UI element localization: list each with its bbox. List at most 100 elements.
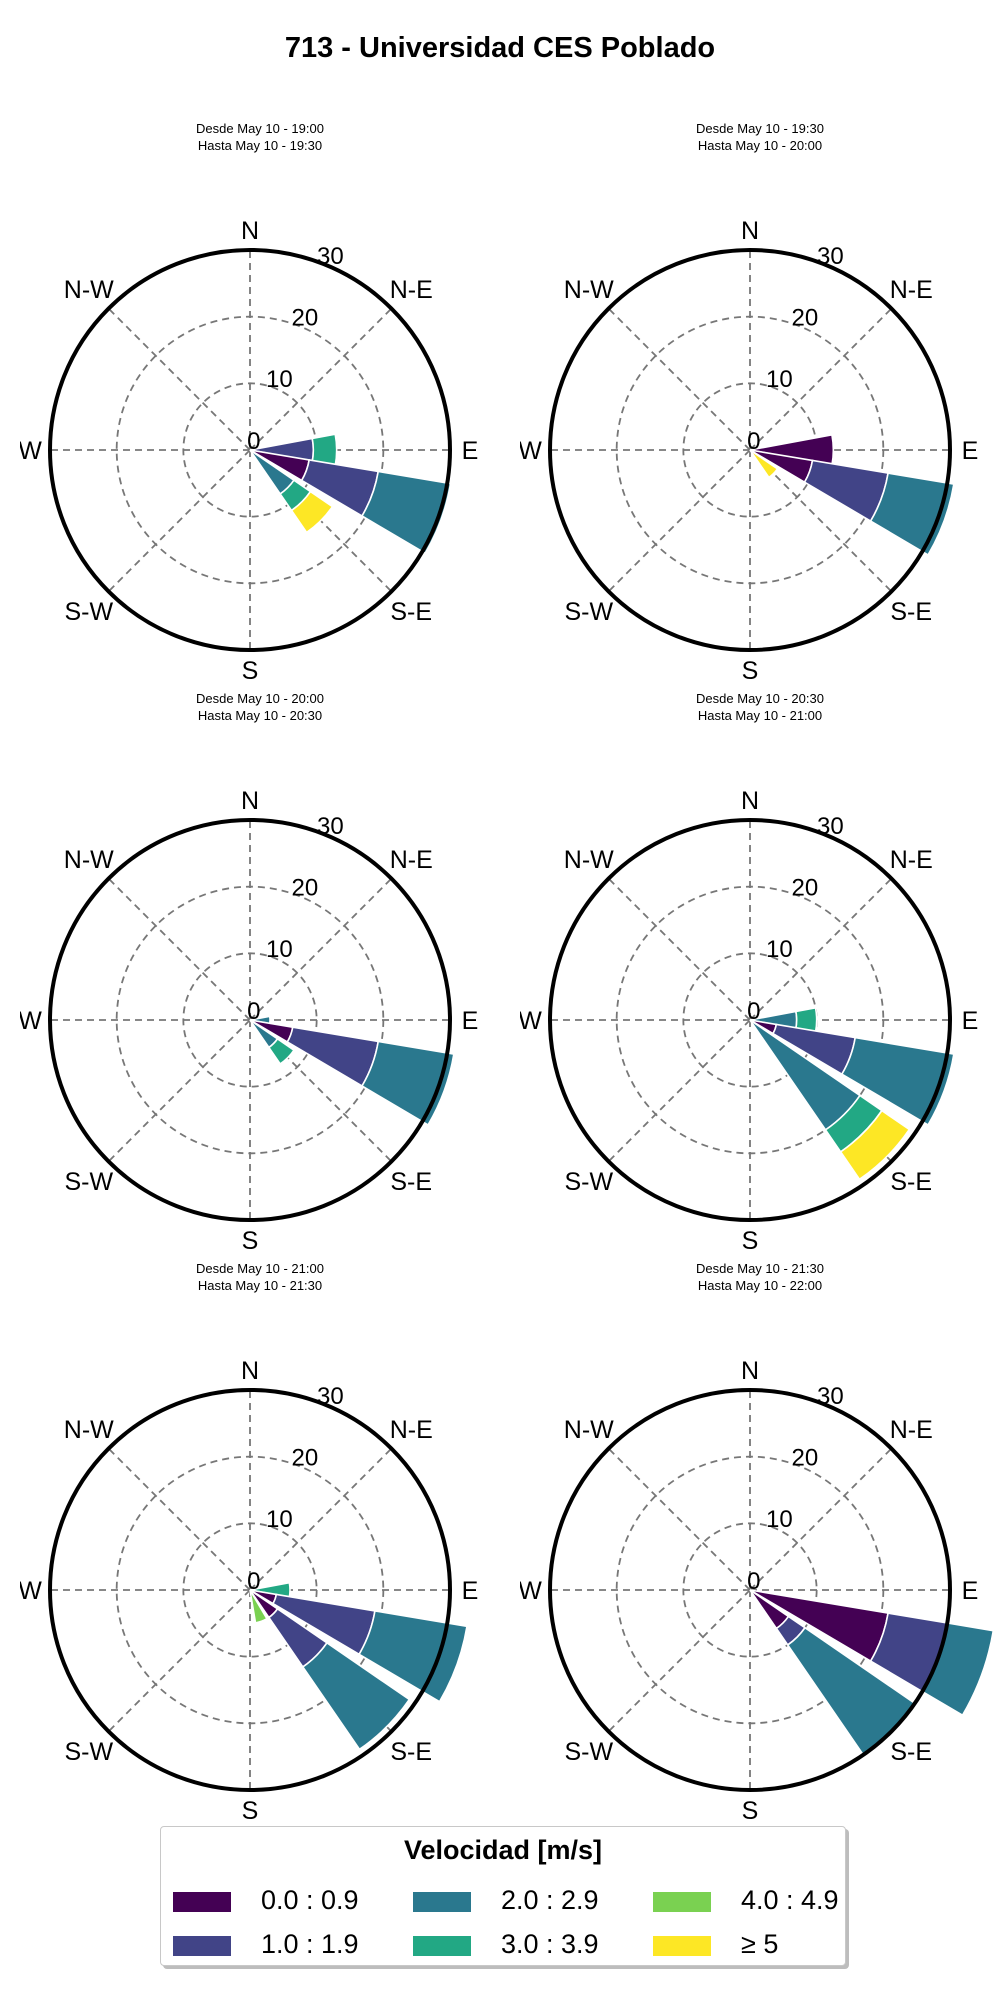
subtitle-desde: Desde May 10 - 21:00 <box>196 1261 324 1276</box>
panel-subtitle: Desde May 10 - 21:00 Hasta May 10 - 21:30 <box>20 1260 500 1294</box>
direction-label: S-W <box>564 598 613 626</box>
subtitle-hasta: Hasta May 10 - 20:30 <box>197 708 323 723</box>
wedge <box>290 490 334 534</box>
direction-label: W <box>20 1007 42 1035</box>
radial-tick-label: 20 <box>291 875 318 902</box>
legend-label: 1.0 : 1.9 <box>261 1929 359 1959</box>
radial-tick-label: 0 <box>747 1568 760 1595</box>
radial-tick-label: 0 <box>247 428 260 455</box>
wedge <box>749 449 779 479</box>
panel-subtitle: Desde May 10 - 20:30 Hasta May 10 - 21:00 <box>520 690 1000 724</box>
windrose-panel: Desde May 10 - 19:00 Hasta May 10 - 19:30… <box>20 120 500 680</box>
grid-spoke <box>107 449 251 593</box>
direction-label: N-W <box>564 276 614 304</box>
radial-tick-label: 10 <box>766 936 793 963</box>
subtitle-desde: Desde May 10 - 19:30 <box>696 121 824 136</box>
direction-label: E <box>462 1577 479 1605</box>
legend-swatch <box>413 1936 471 1956</box>
direction-label: N <box>741 217 759 245</box>
direction-label: S-W <box>64 598 113 626</box>
radial-tick-label: 10 <box>766 366 793 393</box>
radial-tick-label: 20 <box>791 1445 818 1472</box>
direction-label: S-E <box>390 1168 432 1196</box>
legend-swatch <box>653 1892 711 1912</box>
legend-label: 0.0 : 0.9 <box>261 1885 359 1915</box>
radial-tick-label: 0 <box>747 998 760 1025</box>
legend-label: ≥ 5 <box>741 1929 779 1959</box>
legend: Velocidad [m/s] 0.0 : 0.9 1.0 : 1.9 2.0 : … <box>160 1826 846 1966</box>
windrose-svg: 0 10 20 30 N N-E E S-E S S-W W N-W <box>520 217 978 680</box>
direction-label: S <box>742 657 759 680</box>
direction-label: E <box>962 1577 979 1605</box>
direction-label: W <box>520 437 542 465</box>
radial-tick-label: 20 <box>291 305 318 332</box>
radial-tick-label: 10 <box>266 366 293 393</box>
direction-label: N <box>241 787 259 815</box>
grid-spoke <box>107 1447 251 1591</box>
windrose-panel: Desde May 10 - 21:30 Hasta May 10 - 22:00… <box>520 1260 1000 1820</box>
wedge <box>360 470 452 555</box>
wedge <box>358 1609 468 1703</box>
radial-tick-label: 30 <box>317 243 344 270</box>
windrose-svg: 0 10 20 30 N N-E E S-E S S-W W N-W <box>520 787 979 1250</box>
direction-label: N-E <box>890 846 933 874</box>
direction-label: E <box>962 1007 979 1035</box>
grid-spoke <box>607 449 751 593</box>
direction-label: S-W <box>564 1738 613 1766</box>
radial-tick-label: 0 <box>247 998 260 1025</box>
windrose-panel: Desde May 10 - 19:30 Hasta May 10 - 20:00… <box>520 120 1000 680</box>
direction-label: N-W <box>64 846 114 874</box>
grid-spoke <box>249 307 393 451</box>
subtitle-hasta: Hasta May 10 - 20:00 <box>697 138 823 153</box>
windrose-svg: 0 10 20 30 N N-E E S-E S S-W W N-W <box>20 1357 479 1820</box>
direction-label: N <box>741 1357 759 1385</box>
direction-label: S-E <box>390 598 432 626</box>
grid-spoke <box>749 307 893 451</box>
subtitle-hasta: Hasta May 10 - 21:00 <box>697 708 823 723</box>
grid-spoke <box>607 1019 751 1163</box>
panel-subtitle: Desde May 10 - 20:00 Hasta May 10 - 20:30 <box>20 690 500 724</box>
radial-tick-label: 10 <box>266 1506 293 1533</box>
wedge <box>249 1589 269 1624</box>
direction-label: S-W <box>564 1168 613 1196</box>
grid-spoke <box>607 1447 751 1591</box>
radial-tick-label: 10 <box>266 936 293 963</box>
legend-title: Velocidad [m/s] <box>403 1835 603 1865</box>
subtitle-desde: Desde May 10 - 21:30 <box>696 1261 824 1276</box>
grid-spoke <box>607 1589 751 1733</box>
subtitle-desde: Desde May 10 - 19:00 <box>196 121 324 136</box>
outer-frame <box>48 248 452 652</box>
direction-label: W <box>520 1007 542 1035</box>
direction-label: S-W <box>64 1738 113 1766</box>
legend-label: 4.0 : 4.9 <box>741 1885 839 1915</box>
grid-spoke <box>107 307 251 451</box>
subtitle-hasta: Hasta May 10 - 22:00 <box>697 1278 823 1293</box>
grid-spoke <box>749 1447 893 1591</box>
radial-tick-label: 30 <box>817 1383 844 1410</box>
wedge <box>286 1026 380 1088</box>
grid-spoke <box>749 449 893 593</box>
legend-label: 3.0 : 3.9 <box>501 1929 599 1959</box>
panel-subtitle: Desde May 10 - 19:00 Hasta May 10 - 19:30 <box>20 120 500 154</box>
grid-spoke <box>107 877 251 1021</box>
chart-title: 713 - Universidad CES Poblado <box>284 32 716 64</box>
direction-label: N-W <box>564 1416 614 1444</box>
windrose-svg: 0 10 20 30 N N-E E S-E S S-W W N-W <box>20 787 478 1250</box>
radial-tick-label: 30 <box>317 813 344 840</box>
radial-tick-label: 20 <box>791 305 818 332</box>
direction-label: N-E <box>390 276 433 304</box>
subtitle-hasta: Hasta May 10 - 19:30 <box>197 138 323 153</box>
direction-label: W <box>20 437 42 465</box>
wedge <box>267 1037 296 1066</box>
radial-tick-label: 0 <box>247 1568 260 1595</box>
direction-label: S <box>742 1797 759 1820</box>
direction-label: S-W <box>64 1168 113 1196</box>
wedge <box>840 1036 955 1126</box>
legend-swatch <box>653 1936 711 1956</box>
direction-label: N-W <box>64 1416 114 1444</box>
direction-label: S-E <box>890 1738 932 1766</box>
radial-tick-label: 20 <box>291 1445 318 1472</box>
grid-spoke <box>107 1589 251 1733</box>
direction-label: S <box>242 1227 259 1250</box>
radial-tick-label: 30 <box>817 813 844 840</box>
